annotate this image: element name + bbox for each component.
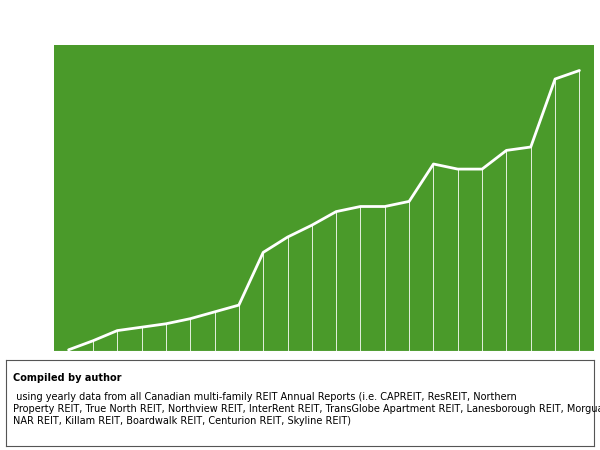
Text: using yearly data from all Canadian multi-family REIT Annual Reports (i.e. CAPRE: using yearly data from all Canadian mult… [13, 392, 600, 426]
Title: MULTI-FAMILY RESIDENTIAL SUITES OWNED BY
REAL ESTATE INVESTMENT TRUSTS (REITS) I: MULTI-FAMILY RESIDENTIAL SUITES OWNED BY… [103, 12, 545, 40]
Text: Compiled by author: Compiled by author [13, 373, 122, 383]
Y-axis label: Number of Multi-family suites: Number of Multi-family suites [4, 131, 13, 265]
